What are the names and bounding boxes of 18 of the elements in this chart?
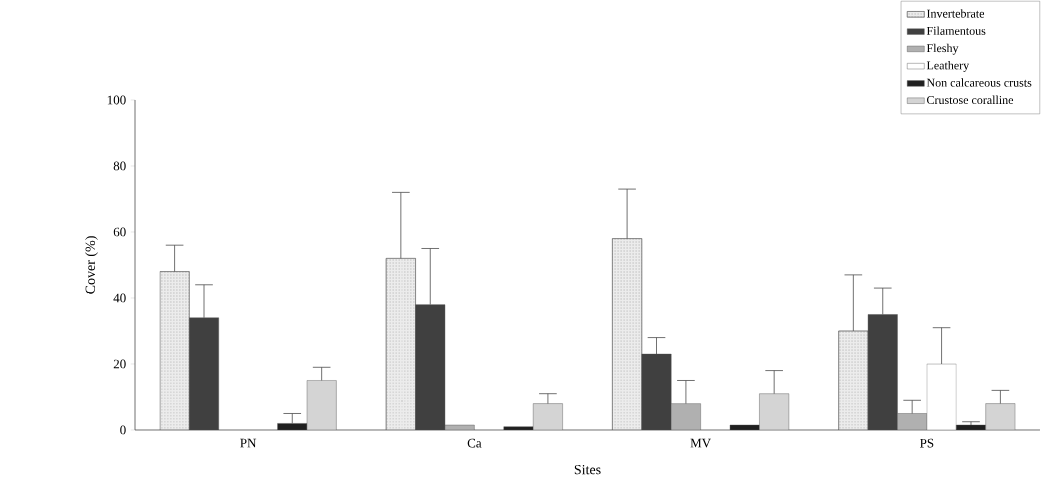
y-tick-label: 40	[113, 293, 126, 303]
legend-label: Leathery	[926, 61, 970, 72]
legend-label: Crustose coralline	[926, 95, 1014, 105]
x-tick-label: PS	[920, 438, 934, 448]
legend-label: Filamentous	[926, 26, 986, 35]
x-tick-label: Ca	[467, 438, 482, 448]
x-tick-label: PN	[240, 438, 257, 448]
y-tick-label: 80	[113, 161, 126, 171]
legend-label: Invertebrate	[926, 9, 985, 18]
x-axis-title: Sites	[574, 464, 601, 475]
legend-label: Non calcareous crusts	[926, 78, 1032, 87]
x-tick-label: MV	[690, 438, 711, 448]
y-tick-label: 20	[113, 359, 126, 369]
y-axis-title: Cover (%)	[85, 236, 98, 294]
y-tick-label: 60	[113, 227, 126, 237]
y-tick-label: 0	[120, 425, 126, 435]
legend-label: Fleshy	[926, 43, 959, 55]
y-tick-label: 100	[107, 95, 126, 105]
